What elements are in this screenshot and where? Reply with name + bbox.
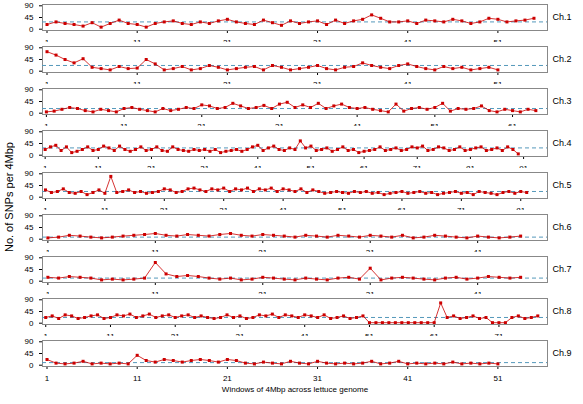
svg-text:21: 21 xyxy=(223,374,232,383)
svg-text:0: 0 xyxy=(29,319,34,328)
svg-text:45: 45 xyxy=(25,307,34,316)
svg-text:51: 51 xyxy=(493,374,502,383)
svg-text:45: 45 xyxy=(25,223,34,232)
svg-text:0: 0 xyxy=(29,25,34,34)
svg-text:90: 90 xyxy=(25,337,34,346)
svg-text:90: 90 xyxy=(25,43,34,52)
svg-text:90: 90 xyxy=(25,127,34,136)
svg-text:Ch.8: Ch.8 xyxy=(553,306,572,316)
svg-text:45: 45 xyxy=(25,349,34,358)
svg-text:90: 90 xyxy=(25,295,34,304)
svg-text:11: 11 xyxy=(133,374,142,383)
svg-text:41: 41 xyxy=(403,374,412,383)
svg-text:0: 0 xyxy=(29,151,34,160)
svg-text:31: 31 xyxy=(313,374,322,383)
svg-text:45: 45 xyxy=(25,13,34,22)
svg-text:90: 90 xyxy=(25,169,34,178)
svg-text:45: 45 xyxy=(25,181,34,190)
svg-text:Windows of 4Mbp across lettuce: Windows of 4Mbp across lettuce genome xyxy=(222,385,369,394)
svg-text:90: 90 xyxy=(25,211,34,220)
svg-text:90: 90 xyxy=(25,85,34,94)
svg-text:45: 45 xyxy=(25,97,34,106)
svg-text:0: 0 xyxy=(29,361,34,370)
svg-text:45: 45 xyxy=(25,139,34,148)
svg-text:1: 1 xyxy=(45,374,50,383)
svg-text:45: 45 xyxy=(25,265,34,274)
svg-text:Ch.3: Ch.3 xyxy=(553,96,572,106)
svg-text:Ch.2: Ch.2 xyxy=(553,54,572,64)
svg-text:0: 0 xyxy=(29,235,34,244)
svg-text:0: 0 xyxy=(29,109,34,118)
svg-text:90: 90 xyxy=(25,253,34,262)
svg-text:0: 0 xyxy=(29,67,34,76)
svg-text:Ch.7: Ch.7 xyxy=(553,264,572,274)
svg-text:0: 0 xyxy=(29,193,34,202)
svg-text:Ch.9: Ch.9 xyxy=(553,348,572,358)
svg-text:Ch.1: Ch.1 xyxy=(553,12,572,22)
svg-text:Ch.5: Ch.5 xyxy=(553,180,572,190)
svg-text:0: 0 xyxy=(29,277,34,286)
html-text:No. of SNPs per 4Mbp: No. of SNPs per 4Mbp xyxy=(3,142,15,252)
svg-text:Ch.4: Ch.4 xyxy=(553,138,572,148)
svg-text:Ch.6: Ch.6 xyxy=(553,222,572,232)
svg-text:90: 90 xyxy=(25,1,34,10)
svg-text:45: 45 xyxy=(25,55,34,64)
